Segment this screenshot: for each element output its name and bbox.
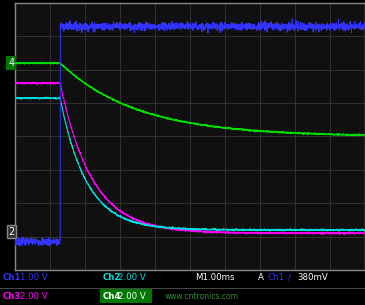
Text: Ch1: Ch1 <box>267 274 284 282</box>
Text: 380mV: 380mV <box>297 274 328 282</box>
Text: Ch1: Ch1 <box>3 274 22 282</box>
Text: A: A <box>258 274 264 282</box>
Text: M1.00ms: M1.00ms <box>195 274 234 282</box>
Text: Ch3: Ch3 <box>3 292 22 301</box>
Text: www.cntronics.com: www.cntronics.com <box>165 292 239 301</box>
Text: ∕: ∕ <box>288 274 291 282</box>
Text: 2.00 V: 2.00 V <box>20 292 48 301</box>
Text: 1.00 V: 1.00 V <box>20 274 48 282</box>
Text: 2.00 V: 2.00 V <box>118 292 146 301</box>
Text: Ch2: Ch2 <box>103 274 122 282</box>
Text: 4: 4 <box>8 58 14 68</box>
Text: 2.00 V: 2.00 V <box>118 274 146 282</box>
Text: Ch4: Ch4 <box>103 292 122 301</box>
Text: 2: 2 <box>8 227 14 237</box>
FancyBboxPatch shape <box>100 289 152 303</box>
